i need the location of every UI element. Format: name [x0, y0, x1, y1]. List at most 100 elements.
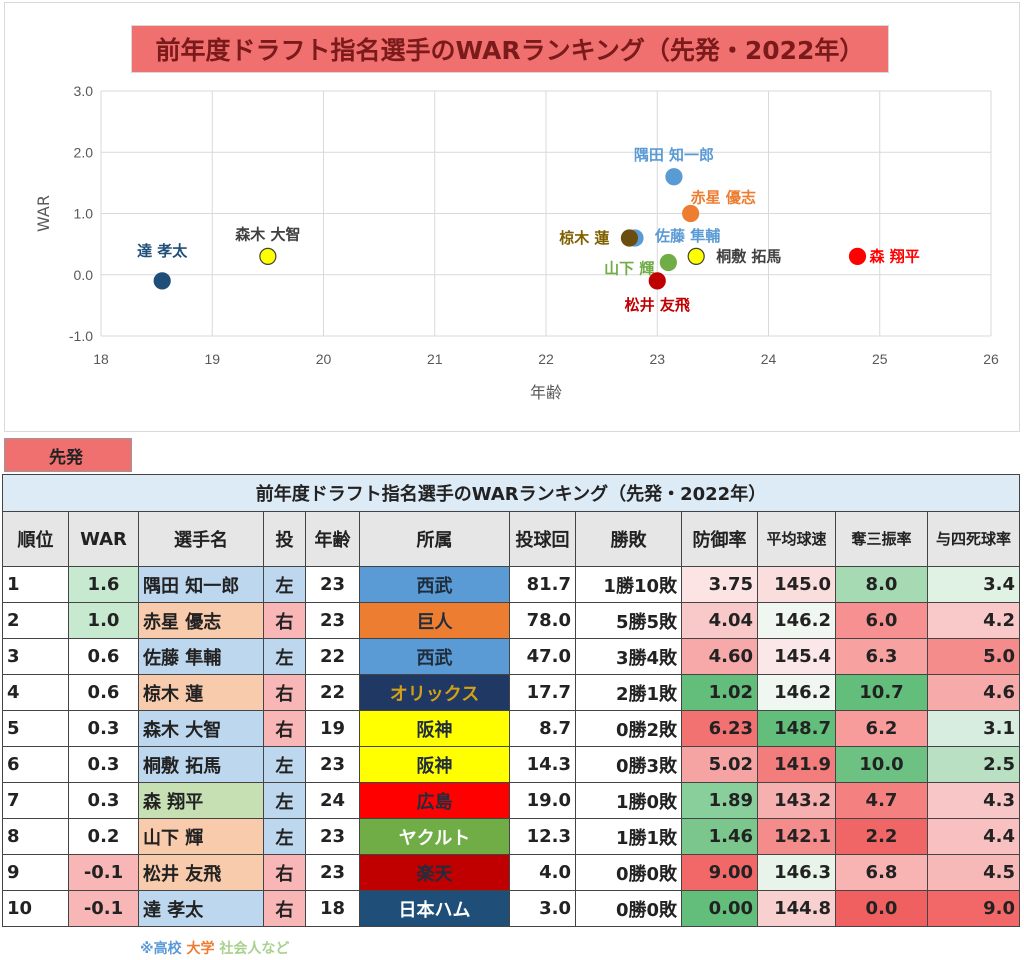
- cell-era: 6.23: [681, 710, 758, 747]
- x-tick-label: 19: [204, 351, 220, 367]
- data-point-label: 森木 大智: [235, 225, 300, 243]
- cell-velo: 146.2: [757, 674, 836, 711]
- data-point: [259, 247, 277, 265]
- table-row: 4 0.6 椋木 蓮右 22 オリックス 17.7 2勝1敗 1.02 146.2 10.7 4.6: [2, 674, 1020, 711]
- cell-team: ヤクルト: [359, 818, 510, 855]
- table-title: 前年度ドラフト指名選手のWARランキング（先発・2022年）: [2, 474, 1020, 512]
- table-row: 1 1.6 隅田 知一郎左 23 西武 81.7 1勝10敗 3.75 145.0 8.0 3.4: [2, 566, 1020, 603]
- cell-bb: 3.1: [927, 710, 1020, 747]
- x-tick-label: 24: [761, 351, 777, 367]
- cell-age: 22: [305, 638, 360, 675]
- cell-bb: 9.0: [927, 890, 1020, 927]
- cell-bb: 4.4: [927, 818, 1020, 855]
- cell-rank: 10: [2, 890, 69, 927]
- y-tick-label: 2.0: [74, 144, 94, 160]
- ranking-table: 前年度ドラフト指名選手のWARランキング（先発・2022年） 順位 WAR 選手…: [2, 474, 1020, 927]
- cell-war: 0.3: [68, 710, 139, 747]
- cell-era: 4.04: [681, 602, 758, 639]
- cell-velo: 146.2: [757, 602, 836, 639]
- table-body: 1 1.6 隅田 知一郎左 23 西武 81.7 1勝10敗 3.75 145.0 8.0 3.4 2…: [2, 566, 1020, 927]
- table-row: 6 0.3 桐敷 拓馬左 23 阪神 14.3 0勝3敗 5.02 141.9 10.0 2.5: [2, 746, 1020, 783]
- cell-team: 楽天: [359, 854, 510, 891]
- cell-team: 阪神: [359, 710, 510, 747]
- cell-velo: 143.2: [757, 782, 836, 819]
- cell-k: 10.0: [835, 746, 928, 783]
- cell-velo: 145.0: [757, 566, 836, 603]
- cell-velo: 145.4: [757, 638, 836, 675]
- cell-war: 0.3: [68, 782, 139, 819]
- footnote-corporate: 社会人など: [219, 941, 290, 957]
- cell-team: オリックス: [359, 674, 510, 711]
- header-war: WAR: [68, 511, 139, 567]
- cell-velo: 144.8: [757, 890, 836, 927]
- data-point: [648, 272, 666, 290]
- cell-velo: 141.9: [757, 746, 836, 783]
- data-point: [682, 204, 700, 223]
- cell-age: 23: [305, 818, 360, 855]
- cell-name: 隅田 知一郎: [138, 566, 264, 603]
- cell-record: 3勝4敗: [575, 638, 682, 675]
- cell-name: 松井 友飛: [138, 854, 264, 891]
- cell-ip: 12.3: [509, 818, 576, 855]
- x-tick-label: 25: [872, 351, 888, 367]
- data-point-label: 達 孝太: [137, 242, 188, 260]
- cell-k: 8.0: [835, 566, 928, 603]
- y-tick-label: 1.0: [74, 206, 94, 222]
- cell-ip: 4.0: [509, 854, 576, 891]
- cell-name: 山下 輝: [138, 818, 264, 855]
- data-point-label: 赤星 優志: [691, 189, 756, 207]
- data-point-label: 佐藤 隼輔: [654, 227, 720, 245]
- cell-throw: 左: [263, 638, 306, 675]
- cell-era: 9.00: [681, 854, 758, 891]
- cell-war: 0.2: [68, 818, 139, 855]
- cell-rank: 5: [2, 710, 69, 747]
- cell-k: 10.7: [835, 674, 928, 711]
- table-row: 5 0.3 森木 大智右 19 阪神 8.7 0勝2敗 6.23 148.7 6.2 3.1: [2, 710, 1020, 747]
- data-point: [665, 168, 683, 186]
- table-row: 8 0.2 山下 輝左 23 ヤクルト 12.3 1勝1敗 1.46 142.1 2.2 4.4: [2, 818, 1020, 855]
- header-ip: 投球回: [509, 511, 576, 567]
- cell-age: 23: [305, 602, 360, 639]
- cell-age: 23: [305, 854, 360, 891]
- cell-rank: 3: [2, 638, 69, 675]
- header-rank: 順位: [2, 511, 69, 567]
- header-era: 防御率: [681, 511, 758, 567]
- cell-k: 2.2: [835, 818, 928, 855]
- cell-rank: 7: [2, 782, 69, 819]
- cell-bb: 5.0: [927, 638, 1020, 675]
- cell-war: 0.3: [68, 746, 139, 783]
- cell-record: 1勝1敗: [575, 818, 682, 855]
- cell-age: 22: [305, 674, 360, 711]
- cell-ip: 47.0: [509, 638, 576, 675]
- cell-throw: 左: [263, 746, 306, 783]
- cell-throw: 右: [263, 710, 306, 747]
- cell-throw: 左: [263, 782, 306, 819]
- cell-ip: 19.0: [509, 782, 576, 819]
- x-tick-label: 22: [538, 351, 554, 367]
- data-point: [620, 229, 639, 247]
- cell-name: 達 孝太: [138, 890, 264, 927]
- data-point: [848, 247, 867, 265]
- cell-k: 6.2: [835, 710, 928, 747]
- table-row: 7 0.3 森 翔平左 24 広島 19.0 1勝0敗 1.89 143.2 4.7 4.3: [2, 782, 1020, 819]
- header-throw: 投: [263, 511, 306, 567]
- cell-throw: 右: [263, 854, 306, 891]
- cell-bb: 4.6: [927, 674, 1020, 711]
- cell-age: 23: [305, 746, 360, 783]
- footnote-prefix: ※: [140, 941, 154, 957]
- cell-era: 1.46: [681, 818, 758, 855]
- data-point: [687, 247, 705, 265]
- cell-team: 広島: [359, 782, 510, 819]
- cell-team: 西武: [359, 638, 510, 675]
- data-point-label: 桐敷 拓馬: [716, 247, 781, 265]
- header-velo: 平均球速: [757, 511, 836, 567]
- cell-record: 0勝3敗: [575, 746, 682, 783]
- cell-velo: 146.3: [757, 854, 836, 891]
- cell-era: 1.89: [681, 782, 758, 819]
- cell-team: 西武: [359, 566, 510, 603]
- cell-k: 6.8: [835, 854, 928, 891]
- cell-record: 0勝0敗: [575, 854, 682, 891]
- cell-throw: 右: [263, 890, 306, 927]
- cell-war: 0.6: [68, 674, 139, 711]
- cell-velo: 142.1: [757, 818, 836, 855]
